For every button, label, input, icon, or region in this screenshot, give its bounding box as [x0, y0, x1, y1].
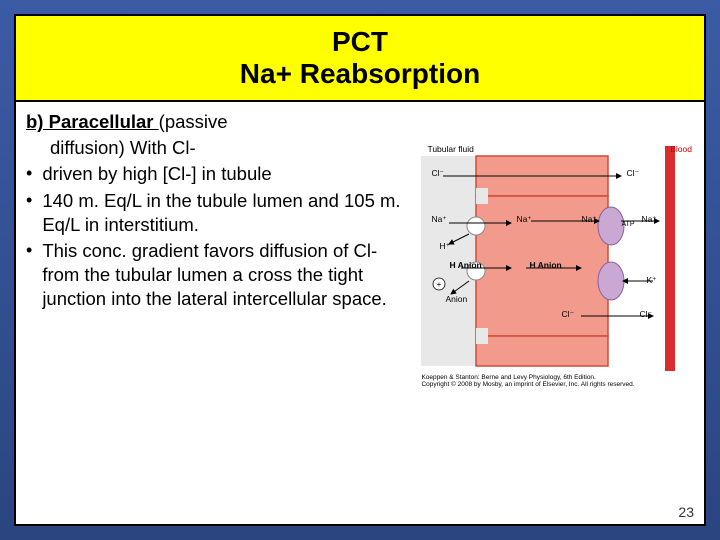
page-number: 23 [678, 504, 694, 520]
slide-title: PCT Na+ Reabsorption [16, 26, 704, 90]
subheader: b) Paracellular (passive [26, 110, 413, 134]
bullet-item: • driven by high [Cl-] in tubule [26, 162, 413, 186]
title-line2: Na+ Reabsorption [240, 58, 480, 89]
subheader-cont: diffusion) With Cl- [50, 136, 413, 160]
bullet-text: 140 m. Eq/L in the tubule lumen and 105 … [42, 189, 413, 237]
text-column: b) Paracellular (passive diffusion) With… [26, 110, 413, 396]
label-h: H⁺ [439, 241, 450, 252]
diagram-column: + [413, 110, 694, 396]
label-k: K⁺ [646, 275, 656, 286]
label-na: Na⁺ [641, 214, 656, 225]
label-na: Na⁺ [516, 214, 531, 225]
slide-outer: PCT Na+ Reabsorption b) Paracellular (pa… [0, 0, 720, 540]
label-cl: Cl⁻ [561, 309, 574, 320]
label-hanion: H Anion [529, 260, 561, 270]
label-cl: Cl⁻ [639, 309, 652, 320]
label-cl: Cl⁻ [626, 168, 639, 179]
label-anion: Anion [445, 294, 467, 304]
tight-junction-bottom [476, 328, 488, 344]
bullet-text: This conc. gradient favors diffusion of … [42, 239, 413, 311]
transporter-oval [598, 262, 624, 300]
transport-diagram: + [421, 126, 694, 396]
tight-junction-top [476, 188, 488, 204]
blood-bar [665, 146, 675, 371]
label-cl: Cl⁻ [431, 168, 444, 179]
label-atp: ATP [621, 221, 634, 228]
svg-text:+: + [437, 280, 442, 289]
label-tubular-fluid: Tubular fluid [427, 144, 473, 154]
subheader-underline: b) Paracellular [26, 111, 159, 132]
label-blood: Blood [670, 144, 692, 154]
bullet-marker: • [26, 162, 32, 186]
title-bar: PCT Na+ Reabsorption [16, 16, 704, 102]
label-na: Na⁺ [431, 214, 446, 225]
diagram-caption: Koeppen & Stanton: Berne and Levy Physio… [421, 374, 681, 388]
luminal-transporter [467, 217, 485, 235]
bullet-item: • This conc. gradient favors diffusion o… [26, 239, 413, 311]
title-line1: PCT [332, 26, 388, 57]
bullet-item: • 140 m. Eq/L in the tubule lumen and 10… [26, 189, 413, 237]
bullet-marker: • [26, 239, 32, 311]
subheader-suffix: (passive [159, 111, 228, 132]
bullet-text: driven by high [Cl-] in tubule [42, 162, 413, 186]
bullet-marker: • [26, 189, 32, 237]
label-na: Na⁺ [581, 214, 596, 225]
cell-bottom [476, 336, 608, 366]
content-area: b) Paracellular (passive diffusion) With… [16, 102, 704, 396]
label-hanion: H Anion [449, 260, 481, 270]
slide-inner: PCT Na+ Reabsorption b) Paracellular (pa… [14, 14, 706, 526]
